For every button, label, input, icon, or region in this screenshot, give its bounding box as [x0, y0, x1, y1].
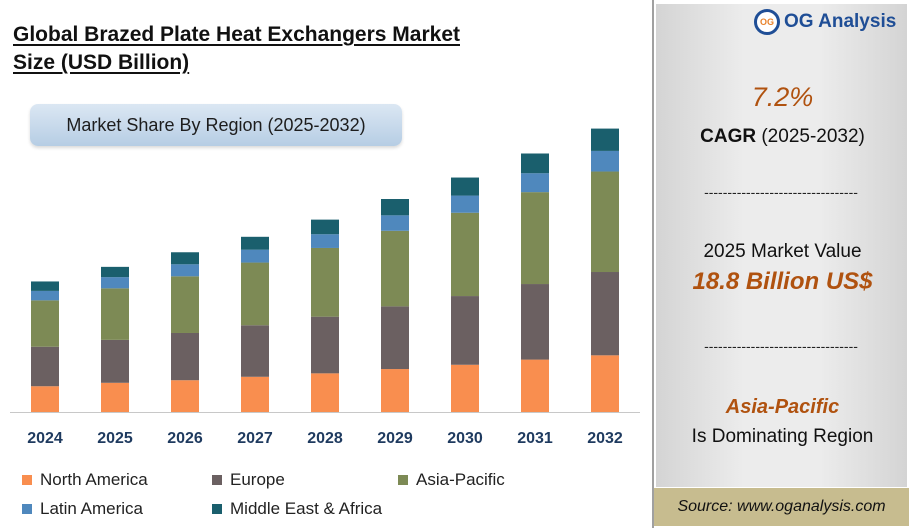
logo-initials: OG	[759, 17, 774, 27]
bar-segment-latin-america-2027	[241, 249, 269, 263]
bar-segment-middle-east-africa-2026	[171, 252, 199, 265]
legend-item-middle-east-africa: Middle East & Africa	[212, 499, 382, 519]
x-tick-label: 2029	[377, 430, 413, 447]
divider-top: ---------------------------------	[704, 184, 858, 200]
dominating-region: Asia-Pacific	[725, 396, 840, 418]
legend-item-latin-america: Latin America	[22, 499, 143, 519]
legend-swatch	[22, 475, 32, 485]
bar-segment-asia-pacific-2028	[311, 247, 339, 317]
legend-swatch	[212, 504, 222, 514]
stacked-bar-chart: 2024 2025 2026 2027 2028 2029 2030 2031 2032	[10, 128, 640, 447]
bar-segment-asia-pacific-2030	[451, 212, 479, 297]
legend-label: Europe	[230, 470, 285, 489]
og-analysis-logo: OG OG Analysis	[754, 6, 906, 38]
info-panel: OG OG Analysis 7.2% CAGR (2025-2032) ---…	[652, 0, 909, 528]
bar-segment-latin-america-2030	[451, 195, 479, 213]
og-logo-icon: OG	[754, 9, 780, 35]
bar-segment-europe-2027	[241, 325, 269, 377]
legend-label: Middle East & Africa	[230, 499, 383, 518]
bar-segment-asia-pacific-2031	[521, 192, 549, 285]
cagr-label: CAGR (2025-2032)	[654, 126, 909, 148]
legend-swatch	[22, 504, 32, 514]
legend-label: North America	[40, 470, 148, 489]
bar-segment-latin-america-2032	[591, 150, 619, 172]
bar-segment-latin-america-2026	[171, 264, 199, 277]
bar-segment-latin-america-2031	[521, 173, 549, 193]
bar-segment-asia-pacific-2029	[381, 230, 409, 307]
x-tick-label: 2028	[307, 430, 343, 447]
bar-segment-north-america-2032	[591, 355, 619, 412]
chart-title: Global Brazed Plate Heat Exchangers Mark…	[13, 23, 460, 74]
bar-segment-asia-pacific-2032	[591, 171, 619, 273]
legend-item-north-america: North America	[22, 470, 148, 490]
bar-segment-middle-east-africa-2029	[381, 199, 409, 216]
bar-segment-asia-pacific-2024	[31, 300, 59, 347]
cagr-value: 7.2%	[751, 82, 814, 112]
bar-segment-middle-east-africa-2024	[31, 281, 59, 291]
bar-segment-north-america-2031	[521, 359, 549, 412]
bar-segment-asia-pacific-2025	[101, 288, 129, 340]
legend-swatch	[398, 475, 408, 485]
market-value-label: 2025 Market Value	[703, 241, 862, 262]
info-panel-background	[656, 4, 907, 487]
bar-segment-north-america-2028	[311, 373, 339, 412]
x-tick-label: 2030	[447, 430, 483, 447]
legend-swatch	[212, 475, 222, 485]
bar-segment-middle-east-africa-2027	[241, 236, 269, 250]
bar-segment-europe-2026	[171, 332, 199, 381]
legend-item-europe: Europe	[212, 470, 285, 490]
cagr-label-bold: CAGR	[700, 126, 757, 147]
bar-segment-north-america-2027	[241, 376, 269, 412]
bar-segment-north-america-2026	[171, 380, 199, 412]
bar-segment-latin-america-2028	[311, 234, 339, 248]
bar-segment-middle-east-africa-2030	[451, 177, 479, 196]
x-tick-label: 2027	[237, 430, 273, 447]
bar-segment-asia-pacific-2026	[171, 276, 199, 333]
source-footer: Source: www.oganalysis.com	[654, 488, 909, 526]
bar-segment-latin-america-2024	[31, 290, 59, 301]
bar-segment-europe-2024	[31, 346, 59, 387]
source-text: Source: www.oganalysis.com	[677, 498, 886, 515]
bar-segment-north-america-2029	[381, 369, 409, 412]
divider-bottom: ---------------------------------	[704, 338, 858, 354]
bar-segment-middle-east-africa-2028	[311, 219, 339, 235]
legend-label: Asia-Pacific	[416, 470, 505, 489]
bar-segment-middle-east-africa-2025	[101, 266, 129, 278]
dominating-region-label: Is Dominating Region	[691, 426, 874, 447]
bar-segment-europe-2029	[381, 306, 409, 370]
bar-segment-europe-2028	[311, 316, 339, 374]
bar-segment-europe-2030	[451, 296, 479, 365]
bar-segment-europe-2025	[101, 339, 129, 383]
x-tick-label: 2026	[167, 430, 203, 447]
bar-segment-middle-east-africa-2031	[521, 153, 549, 174]
x-tick-label: 2031	[517, 430, 553, 447]
legend: North America Europe Asia-Pacific Latin …	[22, 470, 642, 526]
brand-name: OG Analysis	[784, 11, 897, 32]
chart-area: 2024 2025 2026 2027 2028 2029 2030 2031 2032 Glo…	[10, 23, 642, 526]
subtitle-pill: Market Share By Region (2025-2032)	[30, 104, 402, 146]
subtitle-pill-text: Market Share By Region (2025-2032)	[66, 114, 366, 135]
cagr-label-period: (2025-2032)	[756, 126, 865, 147]
market-value: 18.8 Billion US$	[692, 268, 873, 295]
bar-segment-europe-2032	[591, 272, 619, 356]
bar-segment-middle-east-africa-2032	[591, 128, 619, 151]
x-tick-label: 2025	[97, 430, 133, 447]
x-tick-label: 2032	[587, 430, 623, 447]
bar-segment-north-america-2025	[101, 382, 129, 412]
bar-segment-latin-america-2029	[381, 215, 409, 231]
bar-segment-north-america-2024	[31, 386, 59, 412]
bar-segment-latin-america-2025	[101, 277, 129, 289]
bar-segment-asia-pacific-2027	[241, 262, 269, 326]
x-tick-label: 2024	[27, 430, 63, 447]
bar-segment-europe-2031	[521, 284, 549, 360]
legend-item-asia-pacific: Asia-Pacific	[398, 470, 505, 490]
legend-label: Latin America	[40, 499, 143, 518]
bar-segment-north-america-2030	[451, 364, 479, 412]
